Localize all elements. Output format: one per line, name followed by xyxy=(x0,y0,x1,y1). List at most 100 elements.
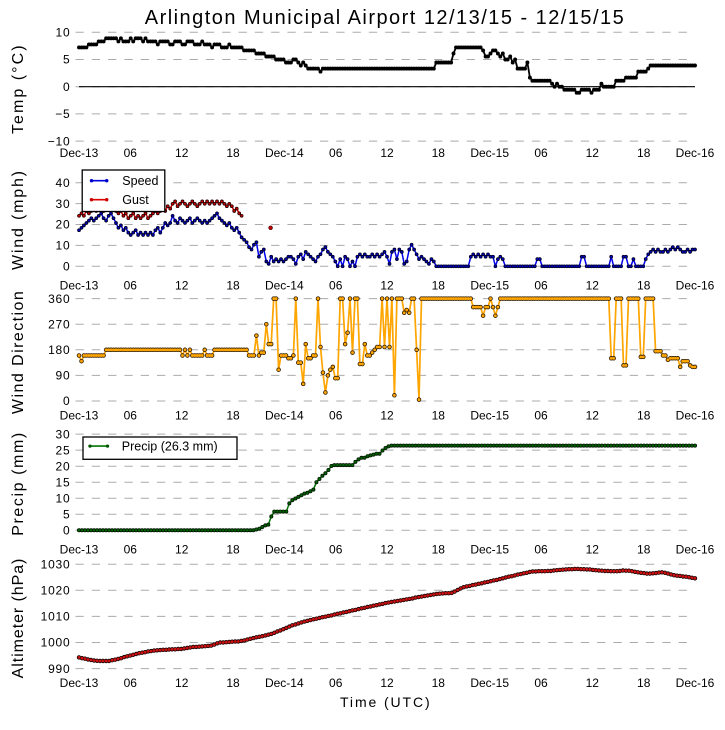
svg-text:12: 12 xyxy=(586,146,600,160)
svg-text:06: 06 xyxy=(329,409,343,423)
svg-text:12: 12 xyxy=(380,676,394,690)
svg-text:18: 18 xyxy=(637,409,651,423)
svg-text:06: 06 xyxy=(534,542,548,556)
svg-text:0: 0 xyxy=(63,524,70,538)
svg-text:10: 10 xyxy=(56,26,71,40)
svg-text:1000: 1000 xyxy=(41,636,71,650)
svg-text:06: 06 xyxy=(534,146,548,160)
svg-text:18: 18 xyxy=(226,676,240,690)
svg-text:Dec-14: Dec-14 xyxy=(265,409,304,423)
svg-text:10: 10 xyxy=(56,491,71,505)
svg-text:12: 12 xyxy=(380,542,394,556)
svg-text:18: 18 xyxy=(637,676,651,690)
svg-text:Gust: Gust xyxy=(122,193,149,207)
svg-text:12: 12 xyxy=(175,676,189,690)
svg-text:Dec-14: Dec-14 xyxy=(265,146,304,160)
svg-text:30: 30 xyxy=(56,197,71,211)
svg-text:180: 180 xyxy=(48,343,70,357)
svg-text:Precip (mm): Precip (mm) xyxy=(10,431,27,536)
svg-text:12: 12 xyxy=(380,279,394,293)
svg-text:18: 18 xyxy=(226,279,240,293)
svg-text:Dec-15: Dec-15 xyxy=(470,542,509,556)
svg-text:06: 06 xyxy=(329,279,343,293)
svg-text:Dec-16: Dec-16 xyxy=(676,146,715,160)
svg-text:25: 25 xyxy=(56,443,71,457)
svg-text:06: 06 xyxy=(329,676,343,690)
svg-text:Time (UTC): Time (UTC) xyxy=(340,694,432,710)
svg-text:06: 06 xyxy=(329,146,343,160)
svg-text:12: 12 xyxy=(586,676,600,690)
svg-text:Precip (26.3 mm): Precip (26.3 mm) xyxy=(122,439,218,453)
svg-text:06: 06 xyxy=(124,279,138,293)
svg-text:0: 0 xyxy=(63,260,70,274)
svg-text:1020: 1020 xyxy=(41,584,71,598)
svg-text:Altimeter (hPa): Altimeter (hPa) xyxy=(10,558,27,679)
svg-text:1010: 1010 xyxy=(41,610,71,624)
svg-text:18: 18 xyxy=(226,409,240,423)
svg-text:Wind (mph): Wind (mph) xyxy=(10,169,27,270)
svg-text:18: 18 xyxy=(637,542,651,556)
svg-text:5: 5 xyxy=(63,53,70,67)
svg-text:360: 360 xyxy=(48,292,70,306)
svg-text:18: 18 xyxy=(432,542,446,556)
svg-text:990: 990 xyxy=(48,662,70,676)
svg-text:18: 18 xyxy=(432,146,446,160)
svg-text:06: 06 xyxy=(329,542,343,556)
svg-text:Dec-13: Dec-13 xyxy=(60,676,99,690)
svg-text:Arlington Municipal Airport 12: Arlington Municipal Airport 12/13/15 - 1… xyxy=(145,7,625,29)
svg-text:Dec-13: Dec-13 xyxy=(60,146,99,160)
svg-text:06: 06 xyxy=(534,279,548,293)
svg-text:12: 12 xyxy=(175,409,189,423)
svg-text:Dec-15: Dec-15 xyxy=(470,146,509,160)
svg-text:Dec-13: Dec-13 xyxy=(60,542,99,556)
svg-text:Dec-15: Dec-15 xyxy=(470,279,509,293)
svg-text:1030: 1030 xyxy=(41,557,71,571)
svg-text:12: 12 xyxy=(586,542,600,556)
svg-text:270: 270 xyxy=(48,317,70,331)
svg-text:18: 18 xyxy=(432,279,446,293)
svg-text:18: 18 xyxy=(432,409,446,423)
svg-text:18: 18 xyxy=(637,146,651,160)
svg-text:30: 30 xyxy=(56,427,71,441)
svg-text:06: 06 xyxy=(534,676,548,690)
svg-text:18: 18 xyxy=(432,676,446,690)
svg-text:Dec-13: Dec-13 xyxy=(60,409,99,423)
svg-text:−10: −10 xyxy=(48,134,71,148)
svg-text:12: 12 xyxy=(175,146,189,160)
svg-text:06: 06 xyxy=(124,542,138,556)
svg-text:5: 5 xyxy=(63,508,70,522)
svg-text:18: 18 xyxy=(637,279,651,293)
svg-text:40: 40 xyxy=(56,176,71,190)
svg-text:Dec-16: Dec-16 xyxy=(676,542,715,556)
svg-text:Dec-16: Dec-16 xyxy=(676,409,715,423)
svg-text:90: 90 xyxy=(56,369,71,383)
svg-text:Temp (°C): Temp (°C) xyxy=(10,43,27,134)
svg-text:12: 12 xyxy=(380,409,394,423)
svg-text:18: 18 xyxy=(226,146,240,160)
svg-text:Dec-14: Dec-14 xyxy=(265,676,304,690)
svg-text:06: 06 xyxy=(534,409,548,423)
svg-text:12: 12 xyxy=(586,279,600,293)
svg-text:Speed: Speed xyxy=(122,174,158,188)
svg-text:06: 06 xyxy=(124,146,138,160)
svg-text:20: 20 xyxy=(56,218,71,232)
svg-text:Dec-15: Dec-15 xyxy=(470,676,509,690)
svg-text:15: 15 xyxy=(56,475,71,489)
svg-text:12: 12 xyxy=(380,146,394,160)
svg-text:Wind Direction: Wind Direction xyxy=(10,290,27,414)
svg-text:0: 0 xyxy=(63,394,70,408)
svg-text:−5: −5 xyxy=(55,107,70,121)
svg-text:Dec-15: Dec-15 xyxy=(470,409,509,423)
svg-text:18: 18 xyxy=(226,542,240,556)
svg-text:06: 06 xyxy=(124,409,138,423)
svg-text:06: 06 xyxy=(124,676,138,690)
svg-text:Dec-16: Dec-16 xyxy=(676,279,715,293)
svg-text:0: 0 xyxy=(63,80,70,94)
svg-text:12: 12 xyxy=(586,409,600,423)
svg-text:12: 12 xyxy=(175,279,189,293)
svg-text:Dec-16: Dec-16 xyxy=(676,676,715,690)
svg-text:Dec-14: Dec-14 xyxy=(265,279,304,293)
svg-text:10: 10 xyxy=(56,239,71,253)
svg-text:12: 12 xyxy=(175,542,189,556)
svg-text:Dec-14: Dec-14 xyxy=(265,542,304,556)
